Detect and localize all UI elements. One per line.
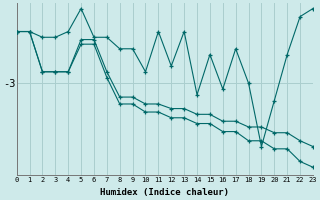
- X-axis label: Humidex (Indice chaleur): Humidex (Indice chaleur): [100, 188, 229, 197]
